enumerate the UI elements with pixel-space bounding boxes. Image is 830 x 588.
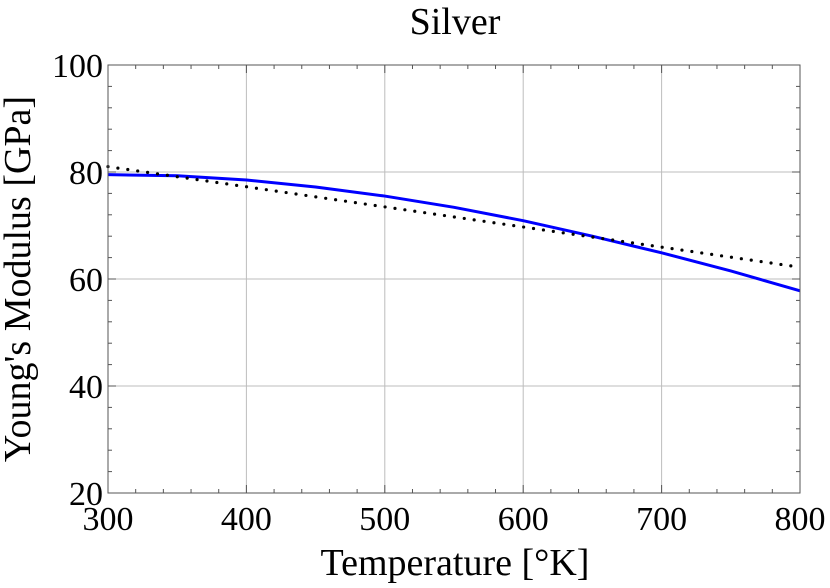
series-layer — [106, 165, 802, 293]
plot-frame — [107, 64, 801, 494]
y-tick-label: 40 — [69, 369, 103, 406]
x-tick-label: 500 — [359, 501, 410, 538]
x-tick-label: 600 — [498, 501, 549, 538]
y-tick-label: 20 — [69, 476, 103, 513]
y-tick-label: 80 — [69, 155, 103, 192]
x-tick-label: 800 — [775, 501, 826, 538]
series-line-1 — [107, 173, 801, 293]
y-tick-label: 100 — [52, 48, 103, 85]
chart-title: Silver — [410, 1, 501, 43]
tick-labels: 300 400 500 600 700 800 20 40 60 80 100 — [52, 48, 826, 538]
x-tick-label: 700 — [636, 501, 687, 538]
x-tick-label: 400 — [221, 501, 272, 538]
series-line-2 — [106, 165, 802, 269]
grid — [107, 64, 801, 494]
x-tick-label: 300 — [83, 501, 134, 538]
x-axis-label: Temperature [°K] — [321, 542, 590, 583]
y-tick-label: 60 — [69, 262, 103, 299]
y-axis-label: Young's Modulus [GPa] — [0, 96, 39, 462]
